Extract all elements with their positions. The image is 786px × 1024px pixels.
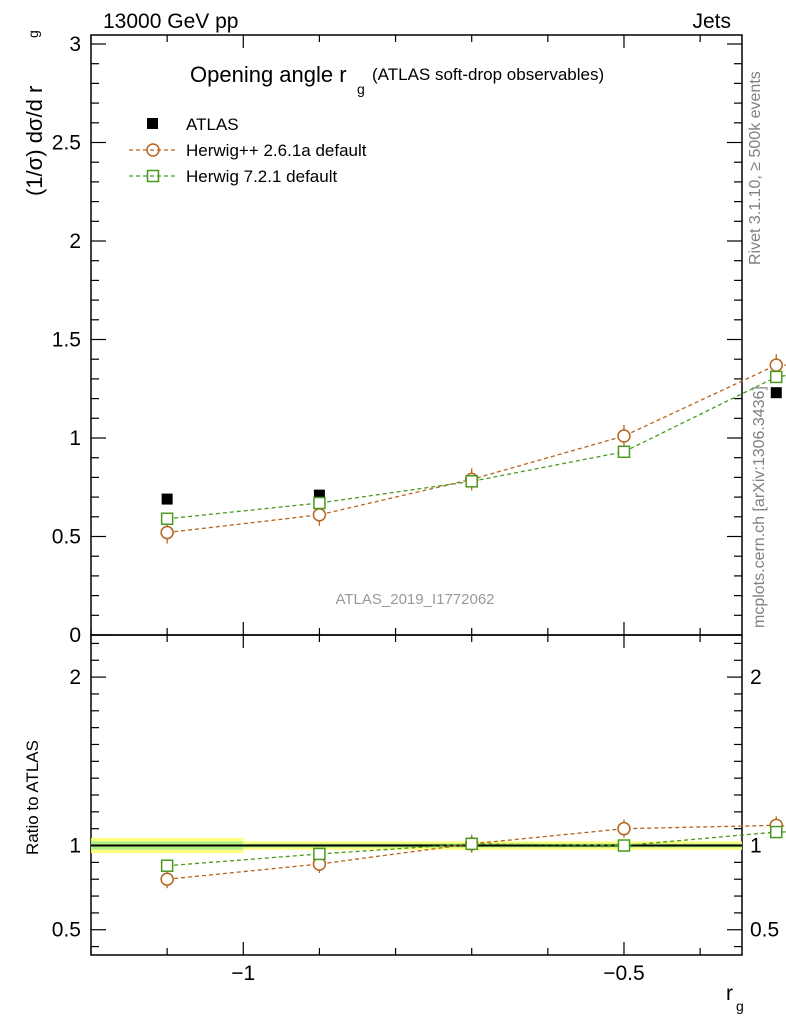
data-point-herwig7 bbox=[465, 475, 478, 488]
ratio-line-1 bbox=[167, 831, 786, 867]
y-tick-label-main: 3 bbox=[69, 33, 81, 56]
ratio-uncertainty-band bbox=[91, 837, 742, 854]
main-ylabel-subscript: g bbox=[25, 30, 41, 38]
title-subscript: g bbox=[357, 81, 365, 97]
watermark: ATLAS_2019_I1772062 bbox=[335, 591, 494, 608]
y-tick-label-main: 0.5 bbox=[52, 526, 81, 549]
legend-label-herwigpp: Herwig++ 2.6.1a default bbox=[186, 141, 367, 160]
legend-label-atlas: ATLAS bbox=[186, 115, 239, 134]
x-tick-label: −1 bbox=[231, 962, 255, 985]
data-point-atlas bbox=[161, 493, 173, 505]
legend-marker-herwig7 bbox=[146, 169, 160, 183]
ratio-series bbox=[160, 816, 786, 889]
ratio-point-herwig7 bbox=[617, 839, 631, 852]
data-point-atlas bbox=[770, 387, 782, 399]
main-axis-ticks: 0 0.5 1 1.5 2 2.5 3 bbox=[52, 33, 742, 647]
xlabel: r bbox=[726, 982, 733, 1005]
legend-marker-herwigpp bbox=[146, 143, 160, 157]
data-point-herwig7 bbox=[160, 512, 174, 526]
x-tick-label: −0.5 bbox=[603, 962, 644, 985]
y-tick-label-ratio: 0.5 bbox=[52, 919, 81, 942]
y-tick-label-main: 0 bbox=[69, 624, 81, 647]
ratio-point-herwigpp bbox=[160, 872, 174, 886]
data-point-herwigpp bbox=[769, 358, 784, 372]
main-ylabel-text: (1/σ) dσ/d r bbox=[22, 86, 47, 196]
data-point-herwigpp bbox=[312, 508, 327, 522]
series-line-1 bbox=[167, 364, 786, 534]
y-tick-label-ratio-right: 0.5 bbox=[750, 919, 779, 942]
ratio-point-herwigpp bbox=[617, 821, 631, 836]
data-point-atlas bbox=[313, 489, 325, 501]
legend-label-herwig7: Herwig 7.2.1 default bbox=[186, 167, 337, 186]
title-note: (ATLAS soft-drop observables) bbox=[372, 65, 604, 84]
y-tick-label-main: 1.5 bbox=[52, 329, 81, 352]
y-tick-label-ratio-right: 2 bbox=[750, 666, 762, 689]
y-tick-label-main: 2.5 bbox=[52, 132, 81, 155]
data-point-herwigpp bbox=[617, 429, 631, 443]
legend: ATLAS Herwig++ 2.6.1a default Herwig 7.2… bbox=[129, 115, 367, 186]
data-point-herwig7 bbox=[770, 370, 783, 384]
rivet-label: Rivet 3.1.10, ≥ 500k events bbox=[747, 71, 764, 265]
main-series bbox=[160, 354, 786, 544]
header-left: 13000 GeV pp bbox=[103, 10, 238, 33]
legend-marker-atlas bbox=[147, 118, 158, 129]
ratio-ylabel: Ratio to ATLAS bbox=[23, 740, 42, 855]
header-right: Jets bbox=[692, 10, 731, 33]
y-tick-label-main: 2 bbox=[69, 230, 81, 253]
ratio-point-herwig7 bbox=[465, 837, 478, 851]
data-point-herwigpp bbox=[160, 525, 174, 540]
xlabel-subscript: g bbox=[736, 998, 744, 1014]
main-ylabel: (1/σ) dσ/d r g bbox=[22, 30, 47, 196]
y-tick-label-ratio: 1 bbox=[69, 835, 81, 858]
data-point-herwig7 bbox=[617, 445, 631, 459]
ratio-line-0 bbox=[167, 824, 786, 880]
ratio-point-herwig7 bbox=[313, 847, 326, 861]
series-line-2 bbox=[167, 374, 786, 520]
y-tick-label-main: 1 bbox=[69, 427, 81, 450]
title-text: Opening angle r bbox=[190, 62, 347, 87]
data-point-herwig7 bbox=[313, 496, 326, 510]
y-tick-label-ratio-right: 1 bbox=[750, 835, 762, 858]
ratio-point-herwig7 bbox=[770, 825, 783, 839]
ratio-point-herwig7 bbox=[160, 859, 174, 872]
y-tick-label-ratio: 2 bbox=[69, 666, 81, 689]
ratio-axis-ticks: −1 −0.5 0.5 0.5 1 1 2 2 bbox=[52, 635, 779, 985]
main-title: Opening angle r bbox=[190, 62, 347, 87]
ratio-plot-frame bbox=[90, 634, 743, 956]
mcplots-label: mcplots.cern.ch [arXiv:1306.3436] bbox=[751, 386, 768, 628]
